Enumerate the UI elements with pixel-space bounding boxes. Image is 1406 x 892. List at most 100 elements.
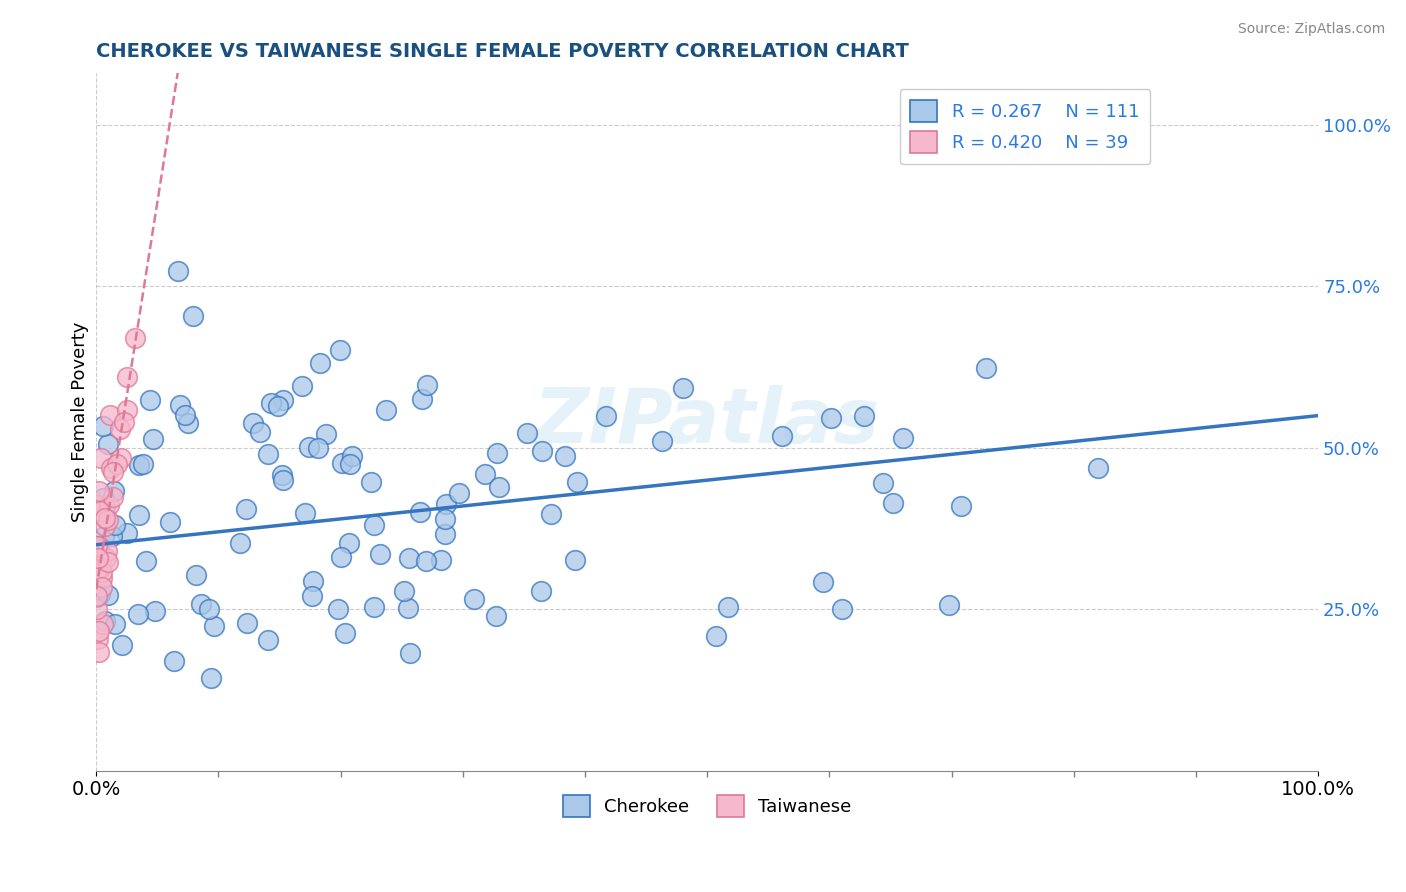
Point xyxy=(97,513,120,527)
Point xyxy=(105,458,128,472)
Point xyxy=(416,377,439,392)
Point xyxy=(333,625,356,640)
Point xyxy=(301,574,323,588)
Point xyxy=(104,617,127,632)
Point xyxy=(411,392,433,406)
Point xyxy=(938,599,960,613)
Point xyxy=(330,549,353,564)
Point xyxy=(90,559,112,574)
Legend: Cherokee, Taiwanese: Cherokee, Taiwanese xyxy=(555,788,859,824)
Point xyxy=(143,604,166,618)
Point xyxy=(84,541,107,556)
Point xyxy=(86,589,108,603)
Point xyxy=(139,392,162,407)
Point xyxy=(87,632,110,647)
Point xyxy=(142,433,165,447)
Point xyxy=(128,458,150,472)
Point xyxy=(270,468,292,483)
Point xyxy=(242,417,264,431)
Point xyxy=(91,617,114,632)
Point xyxy=(554,449,576,463)
Point xyxy=(101,490,124,504)
Point xyxy=(820,410,842,425)
Point xyxy=(128,508,150,522)
Point xyxy=(409,505,432,519)
Point xyxy=(94,511,117,525)
Point xyxy=(891,431,914,445)
Point xyxy=(271,393,294,408)
Point xyxy=(176,416,198,430)
Point xyxy=(949,499,972,513)
Point xyxy=(463,592,485,607)
Point xyxy=(132,457,155,471)
Point xyxy=(294,506,316,520)
Point xyxy=(89,483,111,498)
Point xyxy=(89,504,111,518)
Point xyxy=(90,570,112,584)
Point xyxy=(94,551,117,566)
Point xyxy=(516,426,538,441)
Point xyxy=(291,379,314,393)
Point xyxy=(398,550,420,565)
Point xyxy=(326,602,349,616)
Point xyxy=(97,437,120,451)
Point xyxy=(565,475,588,489)
Point xyxy=(87,624,110,638)
Point xyxy=(256,447,278,461)
Point xyxy=(340,449,363,463)
Point xyxy=(434,526,457,541)
Point xyxy=(112,415,135,429)
Point xyxy=(488,480,510,494)
Point xyxy=(124,331,146,345)
Point xyxy=(360,475,382,489)
Point xyxy=(173,408,195,422)
Point xyxy=(831,601,853,615)
Point xyxy=(204,618,226,632)
Point xyxy=(1087,461,1109,475)
Point xyxy=(98,408,121,422)
Point xyxy=(370,547,392,561)
Point xyxy=(260,396,283,410)
Point xyxy=(853,409,876,423)
Point xyxy=(770,429,793,443)
Point xyxy=(363,518,385,533)
Point xyxy=(110,450,132,465)
Point xyxy=(97,589,120,603)
Point xyxy=(166,264,188,278)
Point xyxy=(363,599,385,614)
Point xyxy=(108,422,131,436)
Point xyxy=(93,529,115,543)
Point xyxy=(94,519,117,533)
Point xyxy=(717,600,740,615)
Point xyxy=(811,574,834,589)
Point xyxy=(485,446,508,460)
Point xyxy=(101,465,124,479)
Point xyxy=(135,554,157,568)
Point xyxy=(267,399,290,413)
Point xyxy=(974,361,997,376)
Point xyxy=(540,508,562,522)
Point xyxy=(236,615,259,630)
Point xyxy=(485,609,508,624)
Text: ZIPatlas: ZIPatlas xyxy=(534,385,880,459)
Point xyxy=(159,515,181,529)
Point xyxy=(198,601,221,615)
Point xyxy=(415,554,437,568)
Point xyxy=(301,589,323,603)
Point xyxy=(169,398,191,412)
Point xyxy=(671,381,693,395)
Point xyxy=(872,475,894,490)
Point xyxy=(87,551,110,566)
Point xyxy=(449,486,471,500)
Point xyxy=(399,646,422,660)
Point xyxy=(396,601,419,615)
Point xyxy=(115,525,138,540)
Point xyxy=(96,543,118,558)
Point xyxy=(111,638,134,652)
Point xyxy=(271,473,294,487)
Text: CHEROKEE VS TAIWANESE SINGLE FEMALE POVERTY CORRELATION CHART: CHEROKEE VS TAIWANESE SINGLE FEMALE POVE… xyxy=(96,42,910,61)
Point xyxy=(392,584,415,599)
Point xyxy=(86,563,108,577)
Point xyxy=(249,425,271,439)
Point xyxy=(330,456,353,470)
